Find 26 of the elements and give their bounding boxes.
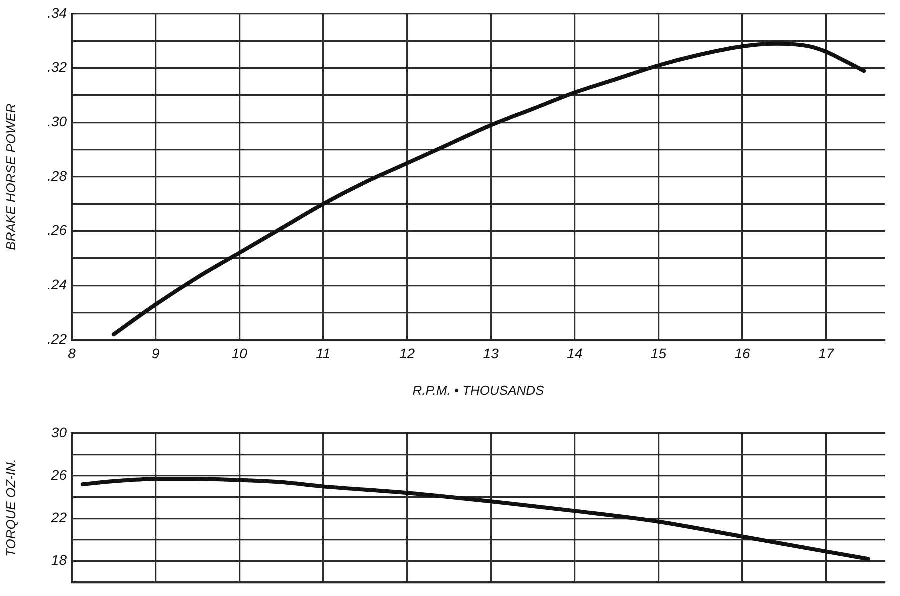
y-tick-label: .26	[48, 222, 68, 238]
line-series	[80, 477, 870, 562]
y-tick-label: 18	[51, 552, 68, 568]
line-series	[112, 42, 866, 337]
x-tick-label: 17	[818, 345, 836, 362]
x-tick-label: 10	[232, 345, 248, 362]
x-axis-title: R.P.M. • THOUSANDS	[412, 382, 545, 398]
x-tick-label: 12	[399, 345, 416, 362]
y-tick-label: .28	[48, 168, 68, 184]
y-tick-label: .22	[48, 330, 68, 347]
y-tick-label: .24	[48, 276, 68, 293]
x-tick-label: 11	[316, 345, 331, 362]
x-tick-label: 16	[734, 345, 751, 362]
y-tick-label: .30	[48, 114, 68, 130]
y-tick-label: 30	[51, 424, 68, 440]
y-axis-title: TORQUE OZ-IN.	[3, 459, 18, 557]
x-tick-label: 8	[68, 345, 76, 362]
y-tick-label: .34	[48, 4, 68, 21]
y-tick-label: .32	[48, 59, 68, 76]
x-tick-label: 15	[650, 345, 667, 362]
x-tick-label: 13	[483, 345, 500, 362]
x-tick-label: 14	[567, 345, 583, 362]
y-axis-title: BRAKE HORSE POWER	[3, 104, 18, 250]
x-tick-label: 9	[152, 345, 160, 362]
y-tick-label: 22	[50, 510, 68, 526]
y-tick-label: 26	[50, 466, 68, 483]
